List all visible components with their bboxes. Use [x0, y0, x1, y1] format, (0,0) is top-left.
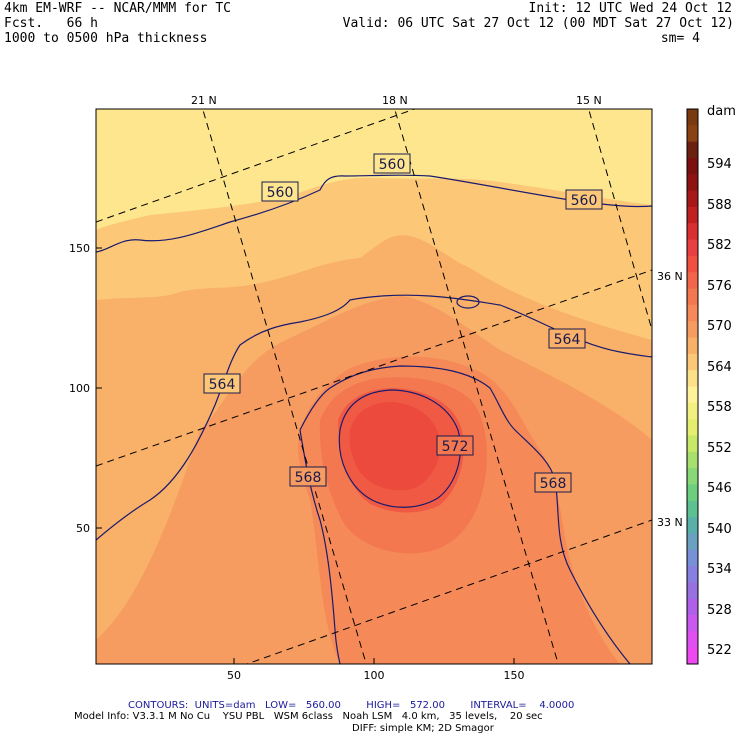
colorbar-cell — [687, 109, 698, 126]
lat-label-33n: 33 N — [657, 516, 683, 529]
axis-labels: 21 N 18 N 15 N 36 N 33 N 150 100 50 50 1… — [69, 94, 683, 682]
contour-label-572: 572 — [442, 439, 469, 455]
colorbar-cell — [687, 566, 698, 583]
colorbar-label: 588 — [707, 197, 732, 213]
lon-label-21n: 21 N — [191, 94, 217, 107]
colorbar-cell — [687, 239, 698, 257]
x-tick-150: 150 — [504, 669, 525, 682]
contour-label-568-b: 568 — [540, 476, 567, 492]
forecast-hour: Fcst. 66 h — [4, 16, 98, 31]
colorbar-label: 558 — [707, 400, 732, 415]
colorbar-label: 534 — [707, 562, 732, 577]
colorbar-cell — [687, 549, 698, 567]
colorbar-label: 564 — [707, 359, 732, 375]
init-time: Init: 12 UTC Wed 24 Oct 12 — [528, 1, 733, 16]
lat-lon-grid — [96, 109, 652, 664]
colorbar-label: 582 — [707, 238, 732, 253]
colorbar-cell — [687, 206, 698, 224]
colorbar-cell — [687, 125, 698, 143]
contour-info: CONTOURS: UNITS=dam LOW= 560.00 HIGH= 57… — [128, 700, 575, 711]
colorbar-cell — [687, 304, 698, 322]
colorbar-cell — [687, 157, 698, 175]
y-tick-50: 50 — [76, 522, 90, 535]
colorbar-cell — [687, 533, 698, 551]
lat-label-36n: 36 N — [657, 270, 683, 283]
field-name: 1000 to 0500 hPa thickness — [4, 31, 208, 46]
colorbar-cell — [687, 468, 698, 485]
colorbar-label: 528 — [707, 602, 732, 618]
contour-label-560-b: 560 — [379, 157, 406, 173]
contour-label-564-a: 564 — [209, 377, 236, 393]
contour-label-564-b: 564 — [554, 332, 581, 348]
colorbar-cell — [687, 174, 698, 192]
model-title: 4km EM-WRF -- NCAR/MMM for TC — [4, 1, 231, 16]
colorbar-cell — [687, 451, 698, 469]
colorbar-cell — [687, 141, 698, 159]
colorbar-cell — [687, 615, 698, 632]
colorbar-cell — [687, 647, 698, 665]
colorbar-label: 540 — [707, 521, 732, 537]
contour-label-568-a: 568 — [295, 470, 322, 486]
x-tick-50: 50 — [227, 669, 241, 682]
colorbar-cell — [687, 582, 698, 600]
colorbar-cell — [687, 517, 698, 534]
colorbar-label: 594 — [707, 157, 732, 172]
colorbar — [686, 108, 699, 665]
colorbar-cell — [687, 598, 698, 616]
colorbar-frame — [686, 108, 699, 665]
colorbar-cell — [687, 370, 698, 387]
contour-label-560-a: 560 — [267, 185, 294, 201]
colorbar-label: 576 — [707, 278, 732, 294]
y-tick-150: 150 — [69, 242, 90, 255]
colorbar-cell — [687, 386, 698, 404]
lon-label-15n: 15 N — [576, 94, 602, 107]
colorbar-cell — [687, 631, 698, 649]
x-tick-100: 100 — [364, 669, 385, 682]
colorbar-cell — [687, 255, 698, 273]
lon-label-18n: 18 N — [382, 94, 408, 107]
colorbar-cell — [687, 402, 698, 420]
colorbar-cell — [687, 337, 698, 355]
contour-value-labels: 560 560 560 564 564 568 568 572 — [203, 153, 603, 493]
colorbar-cell — [687, 419, 698, 436]
contour-label-560-c: 560 — [571, 193, 598, 209]
colorbar-label: 570 — [707, 319, 732, 334]
smoothing-label: sm= 4 — [660, 31, 700, 46]
colorbar-cell — [687, 288, 698, 306]
colorbar-cell — [687, 321, 698, 339]
colorbar-label: 522 — [707, 643, 732, 658]
colorbar-label: 546 — [707, 481, 732, 496]
colorbar-cell — [687, 500, 698, 518]
colorbar-cell — [687, 484, 698, 502]
colorbar-cell — [687, 435, 698, 453]
axis-ticks — [96, 247, 515, 664]
colorbar-cell — [687, 272, 698, 290]
diffusion-info: DIFF: simple KM; 2D Smagor — [352, 723, 494, 734]
colorbar-unit: dam — [707, 104, 736, 119]
colorbar-label: 552 — [707, 440, 732, 456]
colorbar-cell — [687, 223, 698, 241]
valid-time: Valid: 06 UTC Sat 27 Oct 12 (00 MDT Sat … — [342, 16, 734, 31]
colorbar-cell — [687, 353, 698, 371]
colorbar-cell — [687, 190, 698, 208]
model-info: Model Info: V3.3.1 M No Cu YSU PBL WSM 6… — [74, 711, 543, 722]
y-tick-100: 100 — [69, 382, 90, 395]
